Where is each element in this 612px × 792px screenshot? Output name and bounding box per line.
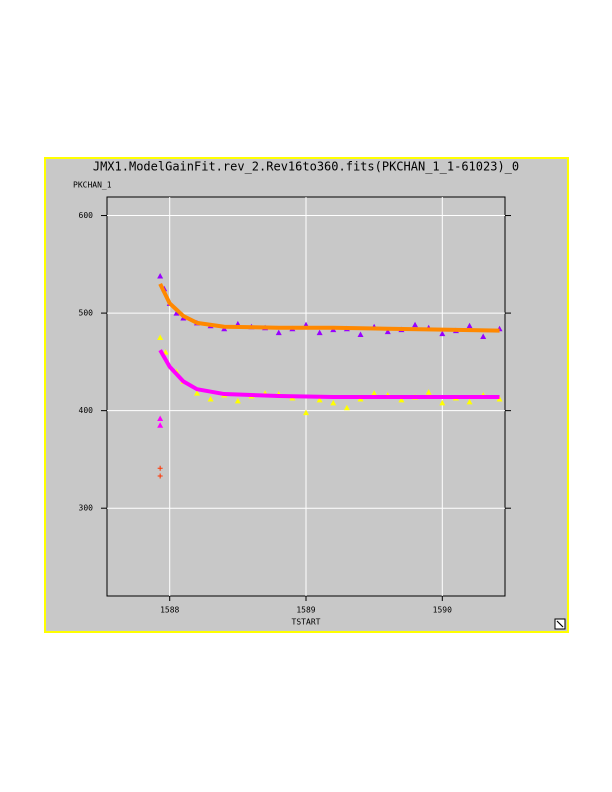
plus-point — [157, 465, 163, 471]
triangle-point — [234, 320, 241, 327]
triangle-point — [275, 329, 282, 336]
triangle-point — [371, 390, 378, 396]
triangle-point — [234, 397, 241, 404]
resize-arrow[interactable] — [556, 620, 564, 628]
triangle-point — [466, 398, 473, 405]
y-tick-label: 600 — [79, 211, 94, 220]
triangle-point — [316, 396, 323, 403]
triangle-point — [439, 399, 446, 406]
y-tick-label: 300 — [79, 504, 94, 513]
chart-title: JMX1.ModelGainFit.rev_2.Rev16to360.fits(… — [93, 160, 519, 174]
y-axis-label: PKCHAN_1 — [73, 181, 112, 190]
triangle-point — [303, 409, 309, 416]
triangle-point — [316, 329, 323, 336]
triangle-point — [425, 389, 432, 395]
triangle-point — [173, 310, 180, 316]
x-tick-label: 1588 — [160, 606, 179, 615]
triangle-point — [330, 399, 337, 406]
x-axis-label: TSTART — [292, 618, 321, 627]
triangle-point — [398, 396, 405, 403]
y-tick-label: 500 — [79, 309, 94, 318]
triangle-point — [193, 390, 200, 396]
triangle-point — [157, 273, 164, 279]
triangle-point — [480, 333, 487, 340]
triangle-point — [384, 328, 391, 335]
triangle-point — [412, 321, 419, 328]
triangle-point — [439, 330, 446, 337]
x-tick-label: 1590 — [433, 606, 452, 615]
triangle-point — [157, 334, 164, 340]
triangle-point — [343, 404, 350, 411]
y-tick-label: 400 — [79, 406, 94, 415]
resize-icon[interactable] — [554, 618, 566, 630]
fit-line — [158, 349, 500, 399]
triangle-point — [357, 331, 364, 338]
x-tick-label: 1589 — [296, 606, 315, 615]
triangle-point — [157, 415, 164, 421]
fit-line — [158, 282, 500, 333]
triangle-point — [466, 322, 473, 329]
triangle-point — [207, 395, 214, 402]
plus-point — [157, 473, 163, 479]
triangle-point — [157, 422, 164, 428]
